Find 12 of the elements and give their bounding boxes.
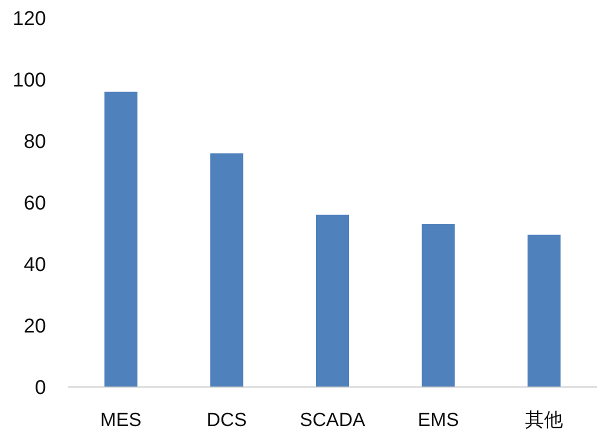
x-tick-label: SCADA: [300, 410, 366, 431]
y-tick-label: 100: [12, 70, 46, 92]
y-tick-label: 120: [12, 8, 46, 30]
y-tick-label: 80: [24, 131, 46, 153]
x-tick-label: EMS: [418, 410, 459, 431]
y-tick-label: 40: [24, 254, 46, 276]
x-tick-label: MES: [100, 410, 142, 431]
x-tick-label: DCS: [206, 410, 247, 431]
x-tick-label: 其他: [525, 410, 564, 431]
y-tick-label: 60: [24, 192, 46, 214]
y-tick-label: 0: [34, 377, 46, 399]
y-tick-label: 20: [24, 316, 46, 338]
